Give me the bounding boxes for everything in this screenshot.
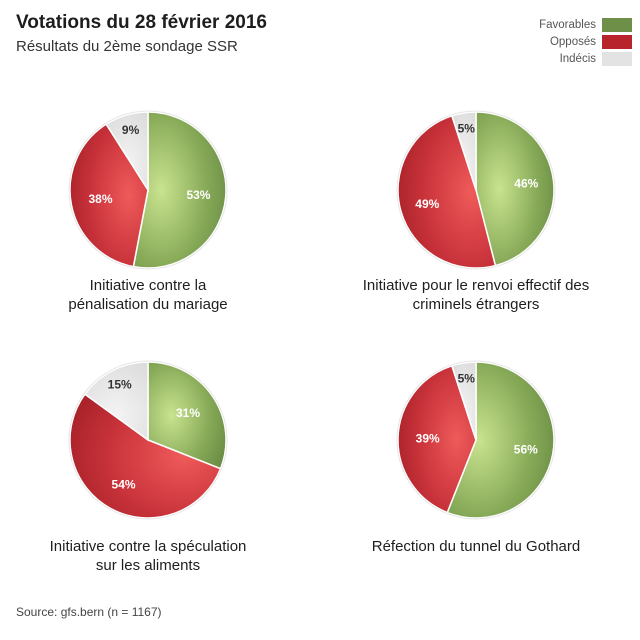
pie-slice-favorables xyxy=(475,111,555,267)
legend-entry-favorables: Favorables xyxy=(539,16,632,33)
legend-label: Favorables xyxy=(539,18,596,31)
slice-value-label: 31% xyxy=(176,406,200,420)
pie-slice-favorables xyxy=(132,111,227,269)
pie-chart-1: 53% 38% 9% xyxy=(68,110,228,270)
pie-slice-favorables xyxy=(147,361,227,470)
pie-outline xyxy=(396,360,556,520)
pie-caption-3: Initiative contre la spéculation sur les… xyxy=(0,537,298,575)
pie-chart-3: 31% 54% 15% xyxy=(68,360,228,520)
source-note: Source: gfs.bern (n = 1167) xyxy=(16,605,162,619)
chart-subtitle: Résultats du 2ème sondage SSR xyxy=(16,38,238,55)
slice-value-label: 49% xyxy=(415,197,439,211)
pie-outline xyxy=(68,360,228,520)
pie-slice-indecis xyxy=(450,361,477,441)
legend-entry-indecis: Indécis xyxy=(539,50,632,67)
pie-slice-opposes xyxy=(69,393,222,519)
slice-value-label: 38% xyxy=(88,192,112,206)
slice-value-label: 46% xyxy=(514,177,538,191)
pie-slice-favorables xyxy=(446,361,555,519)
slice-value-label: 9% xyxy=(122,123,140,137)
slice-value-label: 54% xyxy=(112,477,136,491)
pie-slice-indecis xyxy=(105,111,149,193)
pie-slice-opposes xyxy=(397,364,477,514)
pie-slice-opposes xyxy=(397,114,497,269)
slice-value-label: 53% xyxy=(186,188,210,202)
legend-swatch xyxy=(602,51,632,66)
legend-label: Indécis xyxy=(559,52,596,65)
legend: Favorables Opposés Indécis xyxy=(539,16,632,67)
legend-swatch xyxy=(602,34,632,49)
pie-chart-2: 46% 49% 5% xyxy=(396,110,556,270)
caption-line: pénalisation du mariage xyxy=(68,296,228,313)
pie-slice-indecis xyxy=(450,111,477,191)
pie-chart-4: 56% 39% 5% xyxy=(396,360,556,520)
pie-outline xyxy=(396,110,556,270)
caption-line: Initiative contre la xyxy=(89,277,207,294)
pie-caption-1: Initiative contre la pénalisation du mar… xyxy=(0,276,298,314)
caption-line: sur les aliments xyxy=(95,557,201,574)
legend-swatch xyxy=(602,17,632,32)
pie-slice-indecis xyxy=(83,361,149,442)
slice-value-label: 15% xyxy=(108,377,132,391)
chart-title: Votations du 28 février 2016 xyxy=(16,12,267,33)
slice-value-label: 5% xyxy=(458,121,476,135)
caption-line: criminels étrangers xyxy=(412,296,540,313)
legend-label: Opposés xyxy=(549,35,596,48)
legend-entry-opposes: Opposés xyxy=(539,33,632,50)
pie-caption-4: Réfection du tunnel du Gothard xyxy=(326,537,626,556)
slice-value-label: 39% xyxy=(416,431,440,445)
caption-line: Initiative contre la spéculation xyxy=(49,538,247,555)
caption-line: Initiative pour le renvoi effectif des xyxy=(362,277,590,294)
pie-caption-2: Initiative pour le renvoi effectif des c… xyxy=(326,276,626,314)
pie-outline xyxy=(68,110,228,270)
caption-line: Réfection du tunnel du Gothard xyxy=(371,538,581,555)
slice-value-label: 56% xyxy=(514,443,538,457)
slice-value-label: 5% xyxy=(458,371,476,385)
